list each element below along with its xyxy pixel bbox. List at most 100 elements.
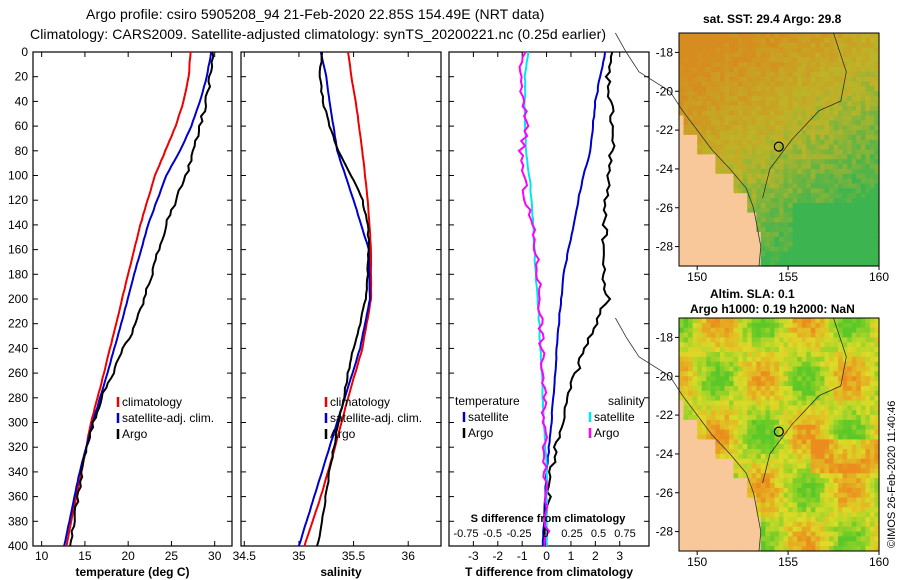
map-cell [719, 449, 725, 455]
map-cell [688, 342, 694, 348]
map-cell [847, 434, 853, 440]
map-cell [829, 332, 835, 339]
map-cell [783, 207, 789, 214]
map-cell [792, 86, 798, 92]
map-cell [797, 149, 803, 155]
map-cell [706, 483, 712, 489]
map-cell [701, 120, 707, 126]
map-cell [774, 71, 780, 78]
map-cell [806, 76, 812, 83]
map-cell [842, 487, 848, 494]
map-cell [706, 546, 712, 552]
map-cell [842, 449, 848, 455]
map-cell [806, 168, 812, 175]
map-cell [815, 449, 821, 455]
map-cell [806, 419, 812, 426]
map-cell [733, 327, 739, 334]
map-cell [829, 366, 835, 372]
map-cell [851, 37, 857, 44]
map-cell [756, 105, 762, 112]
map-cell [751, 405, 757, 411]
map-cell [806, 110, 812, 117]
map-cell [688, 120, 694, 126]
map-cell [692, 134, 698, 141]
map-cell [751, 261, 757, 267]
map-cell [710, 222, 716, 228]
map-cell [738, 120, 744, 126]
map-cell [679, 110, 685, 117]
map-cell [874, 125, 880, 131]
map-cell [865, 400, 871, 406]
map-cell [792, 42, 798, 49]
map-cell [679, 76, 685, 83]
map-cell [838, 526, 844, 533]
map-cell [765, 361, 771, 368]
map-cell [692, 337, 698, 343]
map-cell [833, 502, 839, 508]
map-cell [847, 62, 853, 68]
map-cell [715, 327, 721, 334]
map-cell [769, 81, 775, 87]
map-cell [760, 429, 766, 436]
map-cell [847, 405, 853, 411]
map-cell [756, 327, 762, 334]
map-cell [719, 168, 725, 175]
map-cell [851, 390, 857, 397]
map-cell [710, 134, 716, 141]
map-cell [683, 96, 689, 102]
map-cell [688, 134, 694, 141]
map-cell [847, 415, 853, 421]
map-cell [706, 33, 712, 39]
map-cell [706, 444, 712, 450]
map-cell [783, 342, 789, 348]
map-cell [788, 434, 794, 440]
map-cell [751, 546, 757, 552]
map-cell [847, 356, 853, 363]
map-cell [719, 71, 725, 78]
map-cell [769, 478, 775, 484]
map-cell [774, 366, 780, 372]
map-cell [842, 429, 848, 436]
map-cell [683, 512, 689, 518]
map-cell [701, 352, 707, 358]
map-cell [860, 434, 866, 440]
map-cell [833, 42, 839, 49]
map-cell [829, 458, 835, 465]
map-cell [815, 76, 821, 83]
map-cell [847, 76, 853, 83]
map-cell [810, 415, 816, 421]
map-cell [756, 178, 762, 185]
map-cell [783, 101, 789, 107]
map-cell [829, 241, 835, 248]
map-cell [715, 115, 721, 121]
series-line-argo [69, 51, 215, 547]
map-cell [874, 322, 880, 329]
map-cell [815, 164, 821, 170]
map-cell [851, 57, 857, 63]
map-cell [860, 212, 866, 219]
map-cell [833, 487, 839, 494]
map-cell [797, 521, 803, 528]
map-cell [688, 429, 694, 436]
map-cell [683, 57, 689, 63]
map-cell [724, 526, 730, 533]
map-cell [856, 526, 862, 533]
map-cell [810, 101, 816, 107]
map-cell [733, 101, 739, 107]
map-cell [847, 159, 853, 165]
map-cell [715, 81, 721, 87]
map-cell [847, 115, 853, 121]
map-cell [869, 361, 875, 368]
map-cell [819, 241, 825, 248]
map-cell [742, 347, 748, 353]
map-cell [715, 251, 721, 257]
map-cell [829, 415, 835, 421]
map-cell [729, 405, 735, 411]
map-cell [851, 173, 857, 180]
map-cell [738, 352, 744, 358]
map-cell [769, 207, 775, 214]
map-cell [838, 154, 844, 160]
map-cell [729, 536, 735, 542]
copyright-credit: ©IMOS 26-Feb-2020 11:40:46 [886, 400, 898, 548]
map-cell [751, 395, 757, 402]
